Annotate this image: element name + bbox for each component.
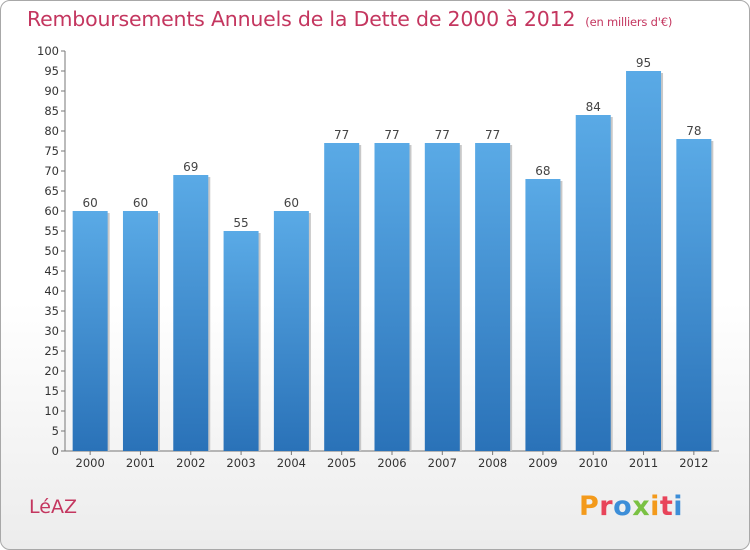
logo-letter: i [650, 491, 660, 522]
bar [122, 211, 158, 451]
proxiti-logo[interactable]: Proxiti [579, 491, 683, 522]
bar [324, 143, 360, 451]
y-tick-label: 65 [44, 184, 59, 198]
y-tick-label: 85 [44, 104, 59, 118]
y-tick-label: 25 [44, 344, 59, 358]
bar-value-label: 55 [233, 216, 248, 230]
bar-value-label: 69 [183, 160, 198, 174]
bar-value-label: 77 [384, 128, 399, 142]
x-tick-label: 2005 [327, 456, 356, 470]
bar [424, 143, 460, 451]
logo-letter: o [613, 491, 633, 522]
y-tick-label: 60 [44, 204, 59, 218]
logo-letter: i [673, 491, 684, 522]
y-tick-label: 90 [44, 84, 59, 98]
x-tick-label: 2012 [679, 456, 708, 470]
chart-axes: 0 5 10 15 20 25 30 35 40 45 50 55 60 65 70 75 80 85 90 95 10… [37, 44, 719, 470]
y-tick-label: 30 [44, 324, 59, 338]
commune-name: LéAZ [29, 496, 77, 518]
x-tick-label: 2009 [528, 456, 557, 470]
x-tick-label: 2002 [176, 456, 205, 470]
y-tick-label: 80 [44, 124, 59, 138]
chart-title-text: Remboursements Annuels de la Dette de 20… [27, 7, 576, 31]
bar-value-label: 77 [435, 128, 450, 142]
logo-letter: t [659, 491, 674, 522]
bar [273, 211, 309, 451]
bar [374, 143, 410, 451]
x-tick-label: 2001 [126, 456, 155, 470]
x-tick-label: 2008 [478, 456, 507, 470]
y-tick-label: 5 [52, 424, 59, 438]
logo-letter: r [599, 491, 614, 522]
y-tick-label: 35 [44, 304, 59, 318]
x-tick-label: 2010 [579, 456, 608, 470]
x-tick-label: 2000 [76, 456, 105, 470]
bar-value-label: 84 [586, 100, 601, 114]
chart-bars [72, 71, 714, 451]
x-tick-label: 2004 [277, 456, 306, 470]
logo-letter: x [632, 491, 651, 522]
bar [575, 115, 611, 451]
x-tick-label: 2003 [226, 456, 255, 470]
bar [525, 179, 561, 451]
bar [626, 71, 662, 451]
logo-letter: P [579, 491, 600, 522]
x-tick-label: 2007 [428, 456, 457, 470]
y-tick-label: 75 [44, 144, 59, 158]
x-tick-label: 2006 [377, 456, 406, 470]
bar-value-label: 77 [334, 128, 349, 142]
y-tick-label: 55 [44, 224, 59, 238]
bar-value-label: 60 [83, 196, 98, 210]
y-tick-label: 40 [44, 284, 59, 298]
chart-title: Remboursements Annuels de la Dette de 20… [27, 7, 672, 31]
y-tick-label: 50 [44, 244, 59, 258]
bar-value-label: 68 [535, 164, 550, 178]
bar-value-label: 95 [636, 56, 651, 70]
y-tick-label: 95 [44, 64, 59, 78]
chart-subtitle: (en milliers d'€) [585, 15, 673, 29]
x-tick-label: 2011 [629, 456, 658, 470]
y-tick-label: 20 [44, 364, 59, 378]
y-tick-label: 100 [37, 44, 59, 58]
bar [676, 139, 712, 451]
bar-value-label: 60 [284, 196, 299, 210]
bar [72, 211, 108, 451]
bar-value-label: 77 [485, 128, 500, 142]
bar-value-label: 78 [686, 124, 701, 138]
y-tick-label: 70 [44, 164, 59, 178]
bar [173, 175, 209, 451]
y-tick-label: 15 [44, 384, 59, 398]
bar [223, 231, 259, 451]
y-tick-label: 10 [44, 404, 59, 418]
chart-data-labels: 60 60 69 55 60 77 77 77 77 68 84 95 78 [83, 56, 702, 230]
bar [475, 143, 511, 451]
y-tick-label: 45 [44, 264, 59, 278]
y-tick-label: 0 [52, 444, 59, 458]
bar-value-label: 60 [133, 196, 148, 210]
